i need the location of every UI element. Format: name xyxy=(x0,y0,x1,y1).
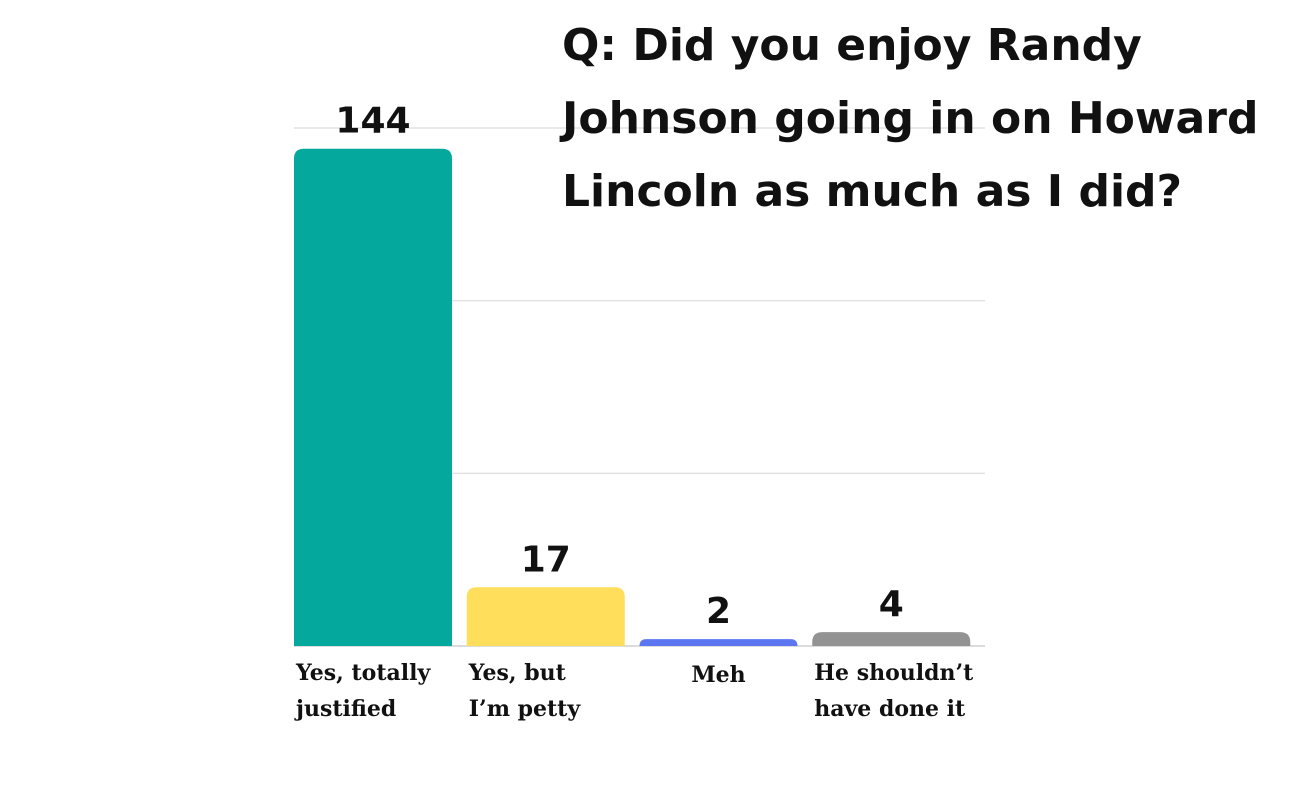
chart-title: Q: Did you enjoy Randy Johnson going in … xyxy=(559,20,1258,217)
bar-4 xyxy=(812,632,971,646)
title-line-3: Lincoln as much as I did? xyxy=(562,166,1182,217)
value-label-2: 17 xyxy=(521,539,571,580)
value-labels: 144 17 2 4 xyxy=(335,101,903,632)
bars xyxy=(294,148,971,646)
category-label-1-line-2: justified xyxy=(294,696,396,722)
title-line-2: Johnson going in on Howard xyxy=(559,93,1258,144)
category-label-1-line-1: Yes, totally xyxy=(295,660,431,686)
category-label-2-line-1: Yes, but xyxy=(468,660,567,686)
value-label-4: 4 xyxy=(879,584,904,625)
value-label-1: 144 xyxy=(335,101,410,142)
title-line-1: Q: Did you enjoy Randy xyxy=(562,20,1142,71)
category-label-3-line-1: Meh xyxy=(691,662,745,688)
bar-1 xyxy=(294,148,452,646)
bar-2 xyxy=(466,587,625,646)
category-labels: Yes, totally justified Yes, but I’m petty Me… xyxy=(294,660,974,722)
category-label-2-line-2: I’m petty xyxy=(469,696,582,722)
category-label-4-line-2: have done it xyxy=(814,696,966,722)
value-label-3: 2 xyxy=(706,591,731,632)
category-label-4-line-1: He shouldn’t xyxy=(814,660,974,686)
bar-3 xyxy=(639,639,798,646)
